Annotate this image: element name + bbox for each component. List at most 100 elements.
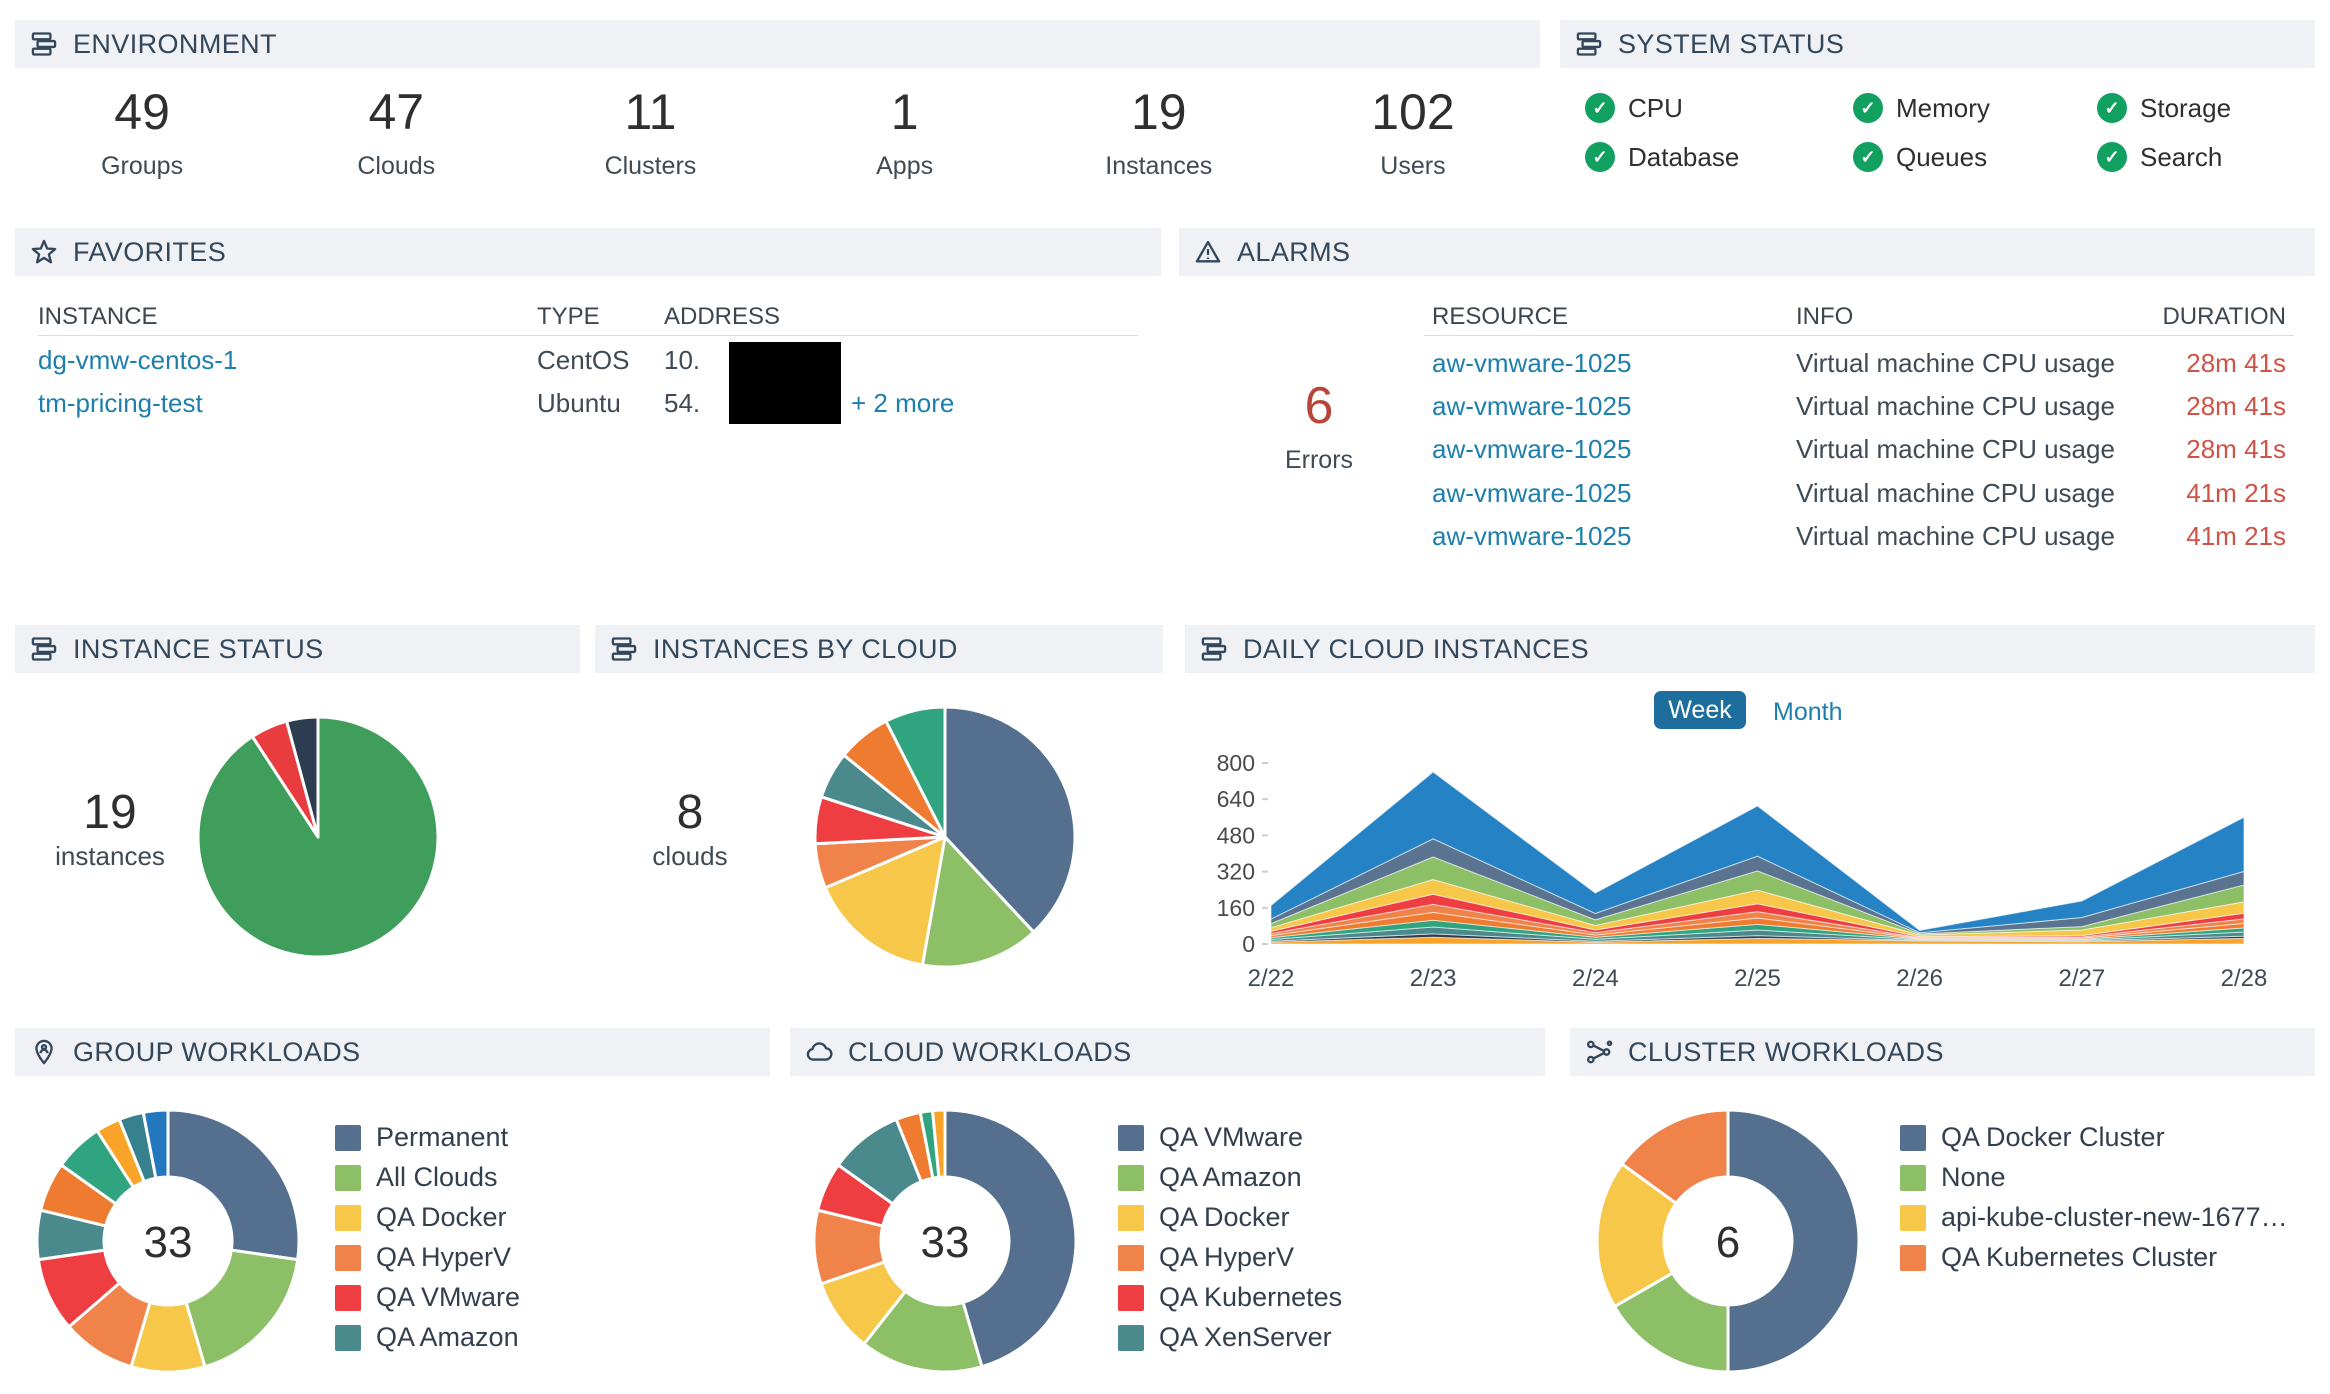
more-addresses-link[interactable]: + 2 more [851,388,955,418]
stat-clouds[interactable]: 47 Clouds [357,84,436,180]
cloud-workloads-panel: CLOUD WORKLOADS 33 QA VMware QA Amazon Q… [790,1028,1545,1394]
favorites-col-type: TYPE [537,303,600,330]
alarm-info: Virtual machine CPU usage [1796,478,2115,508]
system-status-items: ✓ CPU ✓ Memory ✓ Storage ✓ Database ✓ Queues … [1585,93,2327,172]
alarms-col-info: INFO [1796,303,1854,330]
legend-item: QA Docker [335,1202,520,1232]
cloud-workloads-title: CLOUD WORKLOADS [848,1036,1132,1067]
instance-status-panel: INSTANCE STATUS 19 instances [15,625,580,1020]
group-workloads-donut-chart: 33 [35,1108,301,1374]
cloud-workloads-legend: QA VMware QA Amazon QA Docker QA HyperV … [1118,1122,1342,1352]
favorites-col-address: ADDRESS [664,303,781,330]
instance-count: 19 [83,786,137,839]
server-stack-icon [609,634,639,664]
check-icon: ✓ [1585,93,1615,123]
svg-text:160: 160 [1217,895,1255,921]
favorites-title: FAVORITES [73,236,227,267]
favorites-header-divider [38,335,1138,336]
legend-item: QA Docker [1118,1202,1342,1232]
status-storage: ✓ Storage [2097,93,2327,123]
alarm-duration: 28m 41s [2186,434,2286,464]
favorites-col-instance: INSTANCE [38,303,158,330]
alarm-info: Virtual machine CPU usage [1796,434,2115,464]
legend-item: QA VMware [335,1282,520,1312]
svg-text:2/27: 2/27 [2058,965,2105,992]
legend-item: None [1900,1162,2288,1192]
server-stack-icon [1574,29,1604,59]
legend-item: All Clouds [335,1162,520,1192]
alarm-info: Virtual machine CPU usage [1796,521,2115,551]
legend-item: QA XenServer [1118,1322,1342,1352]
status-database: ✓ Database [1585,142,1853,172]
system-status-title: SYSTEM STATUS [1618,28,1845,59]
server-stack-icon [1199,634,1229,664]
alarms-header: ALARMS [1179,228,2315,276]
legend-swatch [1118,1124,1144,1151]
favorite-instance-type: CentOS [537,345,630,375]
cluster-workloads-donut-chart: 6 [1595,1108,1861,1374]
stat-groups[interactable]: 49 Groups [101,84,184,180]
alarm-resource-link[interactable]: aw-vmware-1025 [1432,478,1632,508]
alarm-resource-link[interactable]: aw-vmware-1025 [1432,521,1632,551]
alarm-resource-link[interactable]: aw-vmware-1025 [1432,348,1632,378]
daily-cloud-instances-header: DAILY CLOUD INSTANCES [1185,625,2315,673]
status-queues: ✓ Queues [1853,142,2097,172]
cloud-icon [804,1037,834,1067]
alarm-duration: 28m 41s [2186,348,2286,378]
legend-swatch [1118,1164,1144,1191]
alarm-resource-link[interactable]: aw-vmware-1025 [1432,391,1632,421]
stat-apps[interactable]: 1 Apps [876,84,934,180]
svg-text:800: 800 [1217,750,1255,776]
range-toggle-month[interactable]: Month [1773,698,1843,726]
cluster-workloads-title: CLUSTER WORKLOADS [1628,1036,1944,1067]
legend-item: api-kube-cluster-new-1677… [1900,1202,2288,1232]
cloud-workloads-header: CLOUD WORKLOADS [790,1028,1545,1076]
daily-cloud-instances-panel: DAILY CLOUD INSTANCES Week Month 0 160 320… [1185,625,2315,1020]
stat-clusters[interactable]: 11 Clusters [604,84,697,180]
environment-panel: ENVIRONMENT 49 Groups 47 Clouds 11 Clusters… [15,20,1540,220]
check-icon: ✓ [1853,142,1883,172]
svg-text:640: 640 [1217,786,1255,812]
legend-swatch [1900,1124,1926,1151]
instances-by-cloud-title: INSTANCES BY CLOUD [653,633,958,664]
alarm-error-count: 6 [1304,377,1334,435]
instance-count-label: instances [55,841,165,871]
check-icon: ✓ [2097,142,2127,172]
svg-text:33: 33 [921,1218,970,1267]
stat-users[interactable]: 102 Users [1371,84,1455,180]
status-search: ✓ Search [2097,142,2327,172]
check-icon: ✓ [1585,142,1615,172]
legend-swatch [335,1204,361,1231]
legend-item: QA HyperV [1118,1242,1342,1272]
favorite-instance-type: Ubuntu [537,388,621,418]
svg-text:320: 320 [1217,859,1255,885]
warning-triangle-icon [1193,237,1223,267]
alarm-resource-link[interactable]: aw-vmware-1025 [1432,434,1632,464]
legend-swatch [1118,1324,1144,1351]
legend-item: QA VMware [1118,1122,1342,1152]
group-workloads-header: GROUP WORKLOADS [15,1028,770,1076]
group-pin-icon [29,1037,59,1067]
stat-instances[interactable]: 19 Instances [1105,84,1213,180]
alarm-info: Virtual machine CPU usage [1796,391,2115,421]
favorite-instance-link[interactable]: tm-pricing-test [38,388,203,418]
daily-cloud-instances-area-chart: 0 160 320 480 640 800 2/22 2/23 2/24 2/25 2/26 2/27… [1217,750,2268,992]
cloud-workloads-donut-chart: 33 [812,1108,1078,1374]
alarms-title: ALARMS [1237,236,1351,267]
favorite-instance-link[interactable]: dg-vmw-centos-1 [38,345,238,375]
environment-title: ENVIRONMENT [73,28,277,59]
favorites-header: FAVORITES [15,228,1161,276]
alarms-header-divider [1424,335,2294,336]
alarm-duration: 41m 21s [2186,521,2286,551]
range-toggle-week[interactable]: Week [1654,691,1746,729]
instances-by-cloud-panel: INSTANCES BY CLOUD 8 clouds [595,625,1163,1020]
legend-item: QA Docker Cluster [1900,1122,2288,1152]
check-icon: ✓ [2097,93,2127,123]
legend-swatch [1118,1284,1144,1311]
favorites-panel: FAVORITES INSTANCE TYPE ADDRESS dg-vmw-c… [15,228,1161,558]
svg-text:2/24: 2/24 [1572,965,1619,992]
legend-swatch [335,1244,361,1271]
legend-swatch [1900,1204,1926,1231]
group-workloads-title: GROUP WORKLOADS [73,1036,361,1067]
